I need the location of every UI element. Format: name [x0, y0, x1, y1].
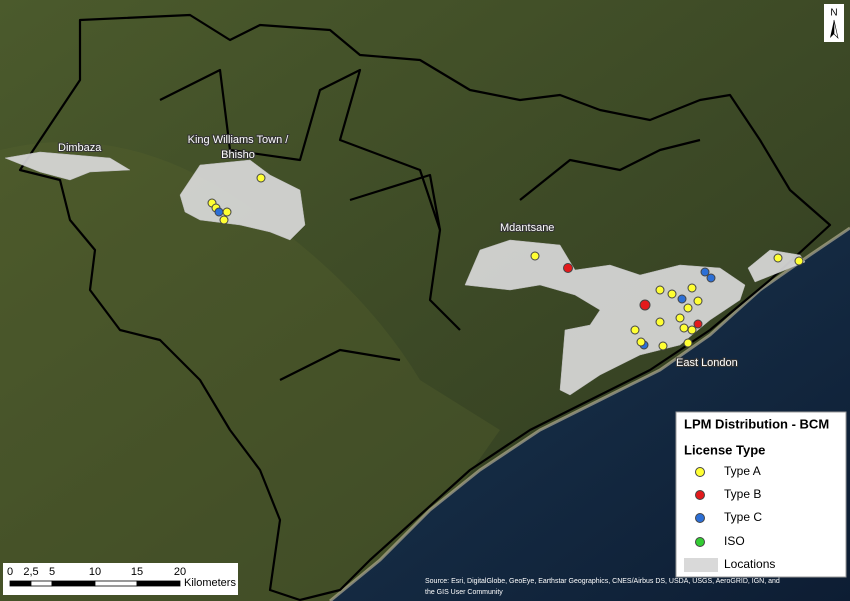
- source-credit: the GIS User Community: [425, 589, 503, 596]
- legend-swatch: [695, 490, 705, 500]
- place-label-line: Dimbaza: [58, 142, 102, 154]
- point-type-c: [700, 267, 710, 277]
- point-type-a: [675, 313, 685, 323]
- scale-label: 5: [49, 566, 55, 578]
- legend-label: Locations: [724, 557, 775, 571]
- legend-swatch: [695, 513, 705, 523]
- scale-segment: [51, 580, 96, 587]
- location-area: [179, 159, 306, 241]
- place-label: East London: [676, 357, 738, 369]
- scale-bar-box: [3, 563, 238, 595]
- place-label-line: King Williams Town /: [188, 134, 290, 146]
- location-area: [747, 249, 806, 283]
- point-type-c: [706, 273, 716, 283]
- point-type-a: [679, 323, 689, 333]
- ward-boundary: [279, 138, 701, 381]
- municipal-boundary: [18, 13, 832, 601]
- point-type-b: [693, 319, 703, 329]
- coastline: [329, 226, 850, 601]
- point-type-a: [655, 317, 665, 327]
- place-label: King Williams Town / Bhisho: [188, 134, 290, 161]
- scale-label: 20: [174, 566, 186, 578]
- point-type-a: [636, 337, 646, 347]
- place-label-line: East London: [676, 357, 738, 369]
- place-label-line: Mdantsane: [500, 222, 554, 234]
- location-area: [4, 151, 131, 181]
- place-label: Dimbaza: [58, 142, 102, 154]
- point-type-a: [693, 296, 703, 306]
- legend-items: Type A Type B Type C ISO Locations: [684, 464, 775, 572]
- legend-swatch: [695, 467, 705, 477]
- point-type-a: [687, 283, 697, 293]
- scale-segment: [136, 580, 181, 587]
- legend-subtitle: License Type: [684, 442, 765, 457]
- scale-label: 15: [131, 566, 143, 578]
- north-arrow-label: N: [830, 8, 837, 19]
- point-type-a: [256, 173, 266, 183]
- north-arrow: [830, 20, 834, 38]
- point-type-a: [687, 325, 697, 335]
- place-label: Mdantsane: [500, 222, 554, 234]
- ward-boundary: [159, 68, 461, 331]
- scale-segment: [30, 580, 53, 587]
- point-type-a: [222, 207, 232, 217]
- terrain: [0, 141, 500, 601]
- scale-label: 2,5: [23, 566, 38, 578]
- point-type-a: [683, 338, 693, 348]
- point-type-a: [667, 289, 677, 299]
- north-arrow: [833, 19, 839, 39]
- scale-segment: [94, 580, 138, 587]
- point-type-a: [794, 256, 804, 266]
- scale-label: 0: [7, 566, 13, 578]
- point-type-b: [639, 299, 651, 311]
- legend-swatch: [695, 537, 705, 547]
- point-type-a: [219, 215, 229, 225]
- legend-title: LPM Distribution - BCM: [684, 416, 829, 431]
- legend-label: Type A: [724, 464, 761, 478]
- legend-label: ISO: [724, 534, 745, 548]
- point-type-c: [214, 207, 224, 217]
- point-type-a: [530, 251, 540, 261]
- point-type-a: [630, 325, 640, 335]
- legend-label: Type B: [724, 487, 761, 501]
- point-type-a: [773, 253, 783, 263]
- scale-unit: Kilometers: [184, 577, 236, 589]
- source-credit: Source: Esri, DigitalGlobe, GeoEye, Eart…: [425, 578, 780, 585]
- legend-label: Type C: [724, 510, 762, 524]
- legend-swatch: [684, 558, 718, 572]
- point-type-a: [658, 341, 668, 351]
- point-type-c: [677, 294, 687, 304]
- place-label-line: Bhisho: [221, 149, 255, 161]
- scale-segment: [9, 580, 32, 587]
- point-type-b: [563, 263, 573, 273]
- points: [207, 173, 804, 351]
- point-type-a: [683, 303, 693, 313]
- scale-label: 10: [89, 566, 101, 578]
- point-type-a: [655, 285, 665, 295]
